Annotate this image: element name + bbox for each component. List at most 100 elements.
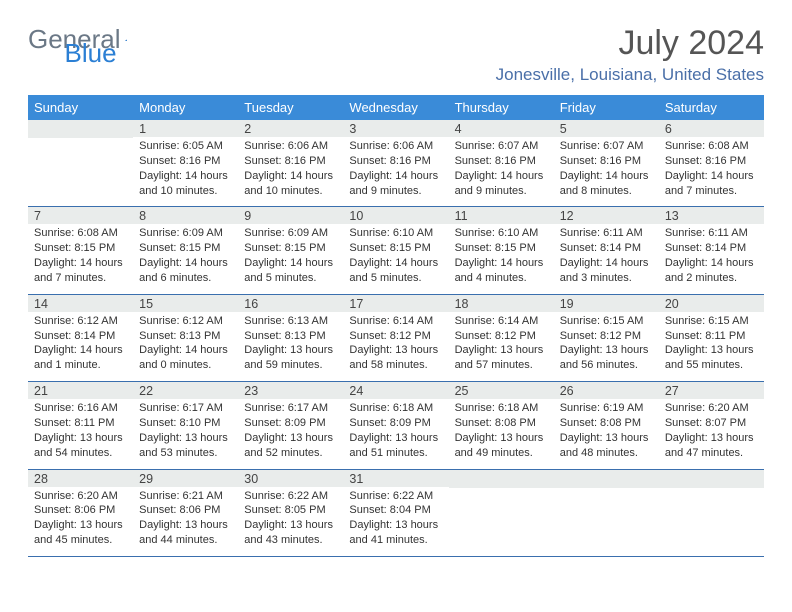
- sunrise-text: Sunrise: 6:10 AM: [349, 226, 442, 241]
- day-details: Sunrise: 6:20 AMSunset: 8:07 PMDaylight:…: [659, 399, 764, 468]
- sunrise-text: Sunrise: 6:10 AM: [455, 226, 548, 241]
- week-row: 1Sunrise: 6:05 AMSunset: 8:16 PMDaylight…: [28, 120, 764, 207]
- day-details: Sunrise: 6:09 AMSunset: 8:15 PMDaylight:…: [133, 224, 238, 293]
- dow-fri: Friday: [554, 95, 659, 120]
- sunset-text: Sunset: 8:15 PM: [349, 241, 442, 256]
- day-cell: 13Sunrise: 6:11 AMSunset: 8:14 PMDayligh…: [659, 207, 764, 294]
- sunrise-text: Sunrise: 6:15 AM: [560, 314, 653, 329]
- sunset-text: Sunset: 8:11 PM: [34, 416, 127, 431]
- sunrise-text: Sunrise: 6:06 AM: [349, 139, 442, 154]
- day-details: Sunrise: 6:13 AMSunset: 8:13 PMDaylight:…: [238, 312, 343, 381]
- day-details: Sunrise: 6:22 AMSunset: 8:05 PMDaylight:…: [238, 487, 343, 556]
- sunset-text: Sunset: 8:05 PM: [244, 503, 337, 518]
- day-cell: [659, 469, 764, 556]
- sunset-text: Sunset: 8:06 PM: [34, 503, 127, 518]
- sunrise-text: Sunrise: 6:08 AM: [34, 226, 127, 241]
- daylight-text: Daylight: 13 hours and 54 minutes.: [34, 431, 127, 461]
- empty-day-body: [28, 138, 133, 198]
- calendar-table: Sunday Monday Tuesday Wednesday Thursday…: [28, 95, 764, 557]
- sunrise-text: Sunrise: 6:09 AM: [244, 226, 337, 241]
- day-details: Sunrise: 6:06 AMSunset: 8:16 PMDaylight:…: [238, 137, 343, 206]
- day-details: Sunrise: 6:07 AMSunset: 8:16 PMDaylight:…: [449, 137, 554, 206]
- sunset-text: Sunset: 8:15 PM: [455, 241, 548, 256]
- day-cell: 28Sunrise: 6:20 AMSunset: 8:06 PMDayligh…: [28, 469, 133, 556]
- day-cell: [449, 469, 554, 556]
- day-cell: 31Sunrise: 6:22 AMSunset: 8:04 PMDayligh…: [343, 469, 448, 556]
- day-cell: 30Sunrise: 6:22 AMSunset: 8:05 PMDayligh…: [238, 469, 343, 556]
- day-cell: 23Sunrise: 6:17 AMSunset: 8:09 PMDayligh…: [238, 382, 343, 469]
- day-details: Sunrise: 6:19 AMSunset: 8:08 PMDaylight:…: [554, 399, 659, 468]
- sunset-text: Sunset: 8:13 PM: [139, 329, 232, 344]
- day-number: 4: [449, 120, 554, 137]
- day-cell: 10Sunrise: 6:10 AMSunset: 8:15 PMDayligh…: [343, 207, 448, 294]
- day-details: Sunrise: 6:18 AMSunset: 8:09 PMDaylight:…: [343, 399, 448, 468]
- day-details: Sunrise: 6:21 AMSunset: 8:06 PMDaylight:…: [133, 487, 238, 556]
- day-details: Sunrise: 6:17 AMSunset: 8:09 PMDaylight:…: [238, 399, 343, 468]
- day-number: 14: [28, 295, 133, 312]
- sunrise-text: Sunrise: 6:13 AM: [244, 314, 337, 329]
- day-cell: 5Sunrise: 6:07 AMSunset: 8:16 PMDaylight…: [554, 120, 659, 207]
- daylight-text: Daylight: 14 hours and 6 minutes.: [139, 256, 232, 286]
- week-row: 7Sunrise: 6:08 AMSunset: 8:15 PMDaylight…: [28, 207, 764, 294]
- daylight-text: Daylight: 14 hours and 10 minutes.: [139, 169, 232, 199]
- brand-word-2: Blue: [65, 38, 117, 69]
- daylight-text: Daylight: 13 hours and 55 minutes.: [665, 343, 758, 373]
- day-number: 5: [554, 120, 659, 137]
- day-details: Sunrise: 6:15 AMSunset: 8:11 PMDaylight:…: [659, 312, 764, 381]
- day-details: Sunrise: 6:15 AMSunset: 8:12 PMDaylight:…: [554, 312, 659, 381]
- day-cell: 19Sunrise: 6:15 AMSunset: 8:12 PMDayligh…: [554, 294, 659, 381]
- day-cell: 29Sunrise: 6:21 AMSunset: 8:06 PMDayligh…: [133, 469, 238, 556]
- day-number: 28: [28, 470, 133, 487]
- day-number: 22: [133, 382, 238, 399]
- day-number: 25: [449, 382, 554, 399]
- sunset-text: Sunset: 8:14 PM: [34, 329, 127, 344]
- daylight-text: Daylight: 14 hours and 7 minutes.: [665, 169, 758, 199]
- day-number: 23: [238, 382, 343, 399]
- daylight-text: Daylight: 13 hours and 58 minutes.: [349, 343, 442, 373]
- day-cell: 11Sunrise: 6:10 AMSunset: 8:15 PMDayligh…: [449, 207, 554, 294]
- day-cell: [554, 469, 659, 556]
- sunset-text: Sunset: 8:16 PM: [139, 154, 232, 169]
- day-number: 13: [659, 207, 764, 224]
- day-details: Sunrise: 6:08 AMSunset: 8:16 PMDaylight:…: [659, 137, 764, 206]
- sunrise-text: Sunrise: 6:15 AM: [665, 314, 758, 329]
- sunrise-text: Sunrise: 6:14 AM: [349, 314, 442, 329]
- sunrise-text: Sunrise: 6:12 AM: [34, 314, 127, 329]
- day-cell: 20Sunrise: 6:15 AMSunset: 8:11 PMDayligh…: [659, 294, 764, 381]
- sunrise-text: Sunrise: 6:22 AM: [349, 489, 442, 504]
- day-details: Sunrise: 6:08 AMSunset: 8:15 PMDaylight:…: [28, 224, 133, 293]
- daylight-text: Daylight: 13 hours and 43 minutes.: [244, 518, 337, 548]
- day-details: Sunrise: 6:14 AMSunset: 8:12 PMDaylight:…: [449, 312, 554, 381]
- dow-tue: Tuesday: [238, 95, 343, 120]
- day-cell: 18Sunrise: 6:14 AMSunset: 8:12 PMDayligh…: [449, 294, 554, 381]
- dow-wed: Wednesday: [343, 95, 448, 120]
- daylight-text: Daylight: 14 hours and 9 minutes.: [455, 169, 548, 199]
- daylight-text: Daylight: 14 hours and 5 minutes.: [244, 256, 337, 286]
- day-cell: 1Sunrise: 6:05 AMSunset: 8:16 PMDaylight…: [133, 120, 238, 207]
- sunset-text: Sunset: 8:06 PM: [139, 503, 232, 518]
- day-number: 15: [133, 295, 238, 312]
- sunset-text: Sunset: 8:13 PM: [244, 329, 337, 344]
- sunset-text: Sunset: 8:04 PM: [349, 503, 442, 518]
- day-details: Sunrise: 6:07 AMSunset: 8:16 PMDaylight:…: [554, 137, 659, 206]
- day-details: Sunrise: 6:05 AMSunset: 8:16 PMDaylight:…: [133, 137, 238, 206]
- day-details: Sunrise: 6:14 AMSunset: 8:12 PMDaylight:…: [343, 312, 448, 381]
- daylight-text: Daylight: 13 hours and 48 minutes.: [560, 431, 653, 461]
- day-cell: 7Sunrise: 6:08 AMSunset: 8:15 PMDaylight…: [28, 207, 133, 294]
- sunset-text: Sunset: 8:16 PM: [665, 154, 758, 169]
- sunset-text: Sunset: 8:14 PM: [665, 241, 758, 256]
- sunrise-text: Sunrise: 6:22 AM: [244, 489, 337, 504]
- day-number: 3: [343, 120, 448, 137]
- sunset-text: Sunset: 8:12 PM: [455, 329, 548, 344]
- daylight-text: Daylight: 14 hours and 4 minutes.: [455, 256, 548, 286]
- day-details: Sunrise: 6:16 AMSunset: 8:11 PMDaylight:…: [28, 399, 133, 468]
- day-cell: 6Sunrise: 6:08 AMSunset: 8:16 PMDaylight…: [659, 120, 764, 207]
- daylight-text: Daylight: 14 hours and 7 minutes.: [34, 256, 127, 286]
- daylight-text: Daylight: 14 hours and 9 minutes.: [349, 169, 442, 199]
- daylight-text: Daylight: 14 hours and 8 minutes.: [560, 169, 653, 199]
- day-cell: [28, 120, 133, 207]
- sunset-text: Sunset: 8:12 PM: [560, 329, 653, 344]
- day-cell: 8Sunrise: 6:09 AMSunset: 8:15 PMDaylight…: [133, 207, 238, 294]
- daylight-text: Daylight: 13 hours and 49 minutes.: [455, 431, 548, 461]
- sunset-text: Sunset: 8:07 PM: [665, 416, 758, 431]
